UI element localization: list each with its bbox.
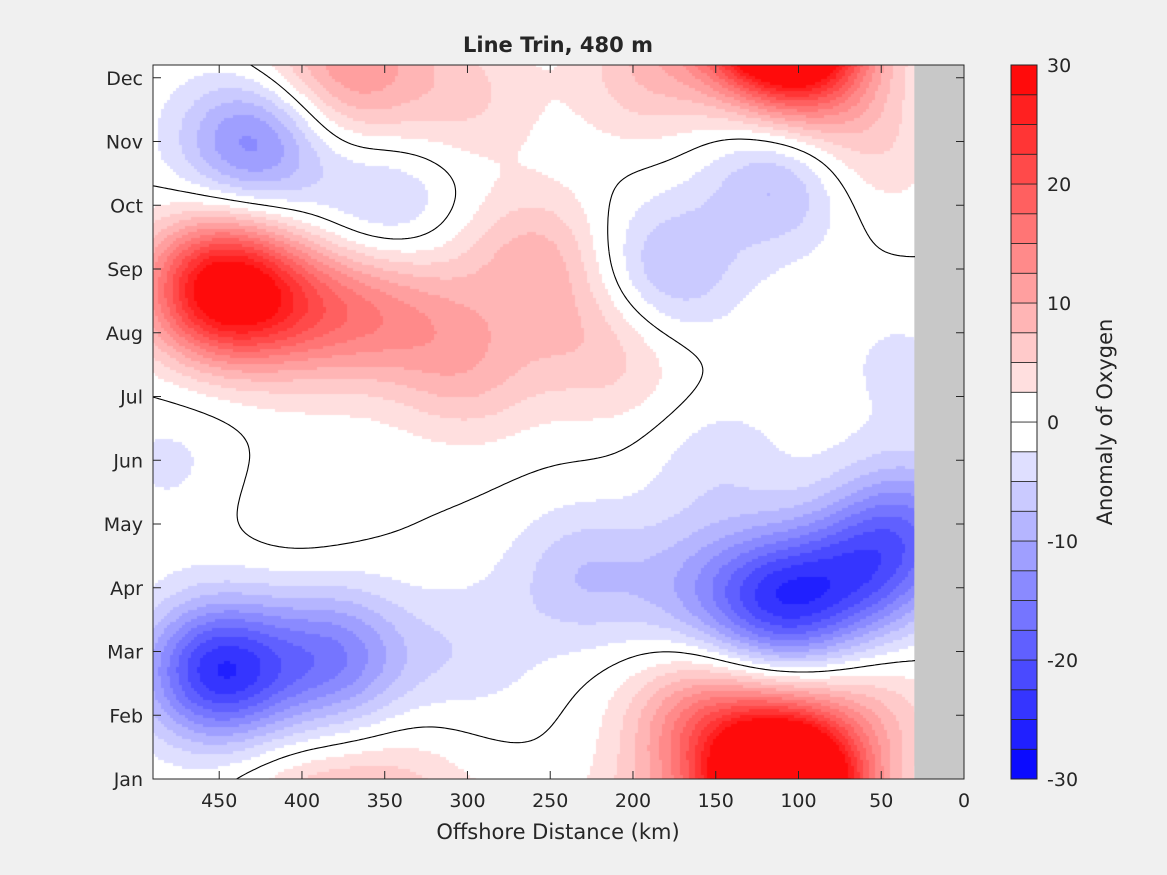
colorbar-tick-label: 30 [1047, 55, 1071, 77]
x-axis: 450 400 350 300 250 200 150 100 50 0 [201, 65, 970, 812]
colorbar-segment [1010, 570, 1038, 601]
colorbar-segment [1010, 391, 1038, 423]
colorbar-segment [1010, 748, 1038, 780]
colorbar-segment [1010, 659, 1038, 691]
colorbar-segment [1010, 451, 1038, 482]
colorbar-segment [1010, 213, 1038, 244]
x-tick-label: 50 [869, 790, 893, 812]
chart-title: Line Trin, 480 m [463, 33, 653, 57]
colorbar-segment [1010, 719, 1038, 750]
colorbar-segment [1010, 600, 1038, 631]
y-tick-label: Dec [106, 68, 143, 90]
colorbar-segment [1010, 481, 1038, 512]
colorbar-segment [1010, 421, 1038, 453]
colorbar-segment [1010, 183, 1038, 215]
colorbar: -30 -20 -10 0 10 20 30 [1010, 55, 1078, 791]
x-tick-label: 450 [201, 790, 237, 812]
no-data-region [914, 65, 964, 779]
colorbar-segment [1010, 629, 1038, 661]
colorbar-segment [1010, 540, 1038, 572]
plot-area: 450 400 350 300 250 200 150 100 50 0 Jan Feb Mar Apr… [104, 64, 970, 812]
colorbar-segment [1010, 153, 1038, 185]
colorbar-segment [1010, 64, 1038, 96]
x-tick-label: 0 [958, 790, 970, 812]
x-tick-label: 300 [449, 790, 485, 812]
y-tick-label: Apr [110, 578, 143, 600]
y-tick-label: Nov [106, 132, 143, 154]
y-tick-label: Sep [107, 259, 143, 281]
x-tick-label: 150 [698, 790, 734, 812]
colorbar-segment [1010, 124, 1038, 155]
x-tick-label: 400 [284, 790, 320, 812]
colorbar-segment [1010, 332, 1038, 363]
x-tick-label: 200 [615, 790, 651, 812]
y-tick-label: Oct [110, 195, 143, 217]
y-tick-label: Jan [113, 769, 143, 791]
y-tick-label: Jul [119, 387, 143, 409]
colorbar-segment [1010, 510, 1038, 542]
x-tick-label: 350 [367, 790, 403, 812]
colorbar-tick-label: 10 [1047, 293, 1071, 315]
y-tick-label: Aug [106, 323, 143, 345]
y-axis: Jan Feb Mar Apr May Jun Jul Aug Sep Oct Nov Dec [104, 68, 964, 791]
x-tick-label: 100 [780, 790, 816, 812]
colorbar-segment [1010, 272, 1038, 304]
colorbar-tick-label: -10 [1047, 531, 1078, 553]
colorbar-segment [1010, 302, 1038, 334]
colorbar-tick-label: -20 [1047, 650, 1078, 672]
colorbar-tick-label: 20 [1047, 174, 1071, 196]
colorbar-tick-label: 0 [1047, 412, 1059, 434]
y-tick-label: Feb [109, 705, 143, 727]
colorbar-label: Anomaly of Oxygen [1093, 319, 1117, 526]
x-axis-label: Offshore Distance (km) [436, 820, 679, 844]
plot-frame [152, 64, 965, 780]
heatmap-field [153, 65, 964, 779]
colorbar-frame [1010, 64, 1038, 780]
colorbar-segment [1010, 689, 1038, 720]
colorbar-tick-label: -30 [1047, 769, 1078, 791]
colorbar-segment [1010, 243, 1038, 274]
y-tick-label: Jun [112, 450, 143, 472]
x-tick-label: 250 [532, 790, 568, 812]
y-tick-label: Mar [107, 642, 143, 664]
y-tick-label: May [104, 514, 143, 536]
colorbar-segment [1010, 362, 1038, 393]
colorbar-segment [1010, 94, 1038, 125]
